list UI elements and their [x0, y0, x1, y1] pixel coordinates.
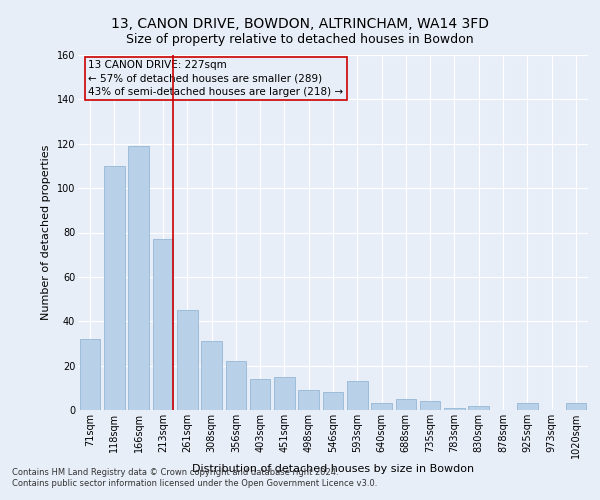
- Text: 13, CANON DRIVE, BOWDON, ALTRINCHAM, WA14 3FD: 13, CANON DRIVE, BOWDON, ALTRINCHAM, WA1…: [111, 18, 489, 32]
- Text: 13 CANON DRIVE: 227sqm
← 57% of detached houses are smaller (289)
43% of semi-de: 13 CANON DRIVE: 227sqm ← 57% of detached…: [88, 60, 343, 96]
- Bar: [104, 166, 125, 410]
- Bar: [347, 381, 368, 410]
- Bar: [420, 401, 440, 410]
- Bar: [274, 376, 295, 410]
- Text: Size of property relative to detached houses in Bowdon: Size of property relative to detached ho…: [126, 32, 474, 46]
- Bar: [566, 404, 586, 410]
- Bar: [395, 399, 416, 410]
- Bar: [469, 406, 489, 410]
- Bar: [226, 361, 246, 410]
- Bar: [80, 339, 100, 410]
- Bar: [250, 379, 271, 410]
- Bar: [371, 404, 392, 410]
- X-axis label: Distribution of detached houses by size in Bowdon: Distribution of detached houses by size …: [192, 464, 474, 473]
- Bar: [323, 392, 343, 410]
- Bar: [444, 408, 465, 410]
- Bar: [177, 310, 197, 410]
- Y-axis label: Number of detached properties: Number of detached properties: [41, 145, 51, 320]
- Bar: [152, 239, 173, 410]
- Bar: [298, 390, 319, 410]
- Bar: [201, 341, 222, 410]
- Bar: [517, 404, 538, 410]
- Text: Contains HM Land Registry data © Crown copyright and database right 2024.
Contai: Contains HM Land Registry data © Crown c…: [12, 468, 377, 487]
- Bar: [128, 146, 149, 410]
